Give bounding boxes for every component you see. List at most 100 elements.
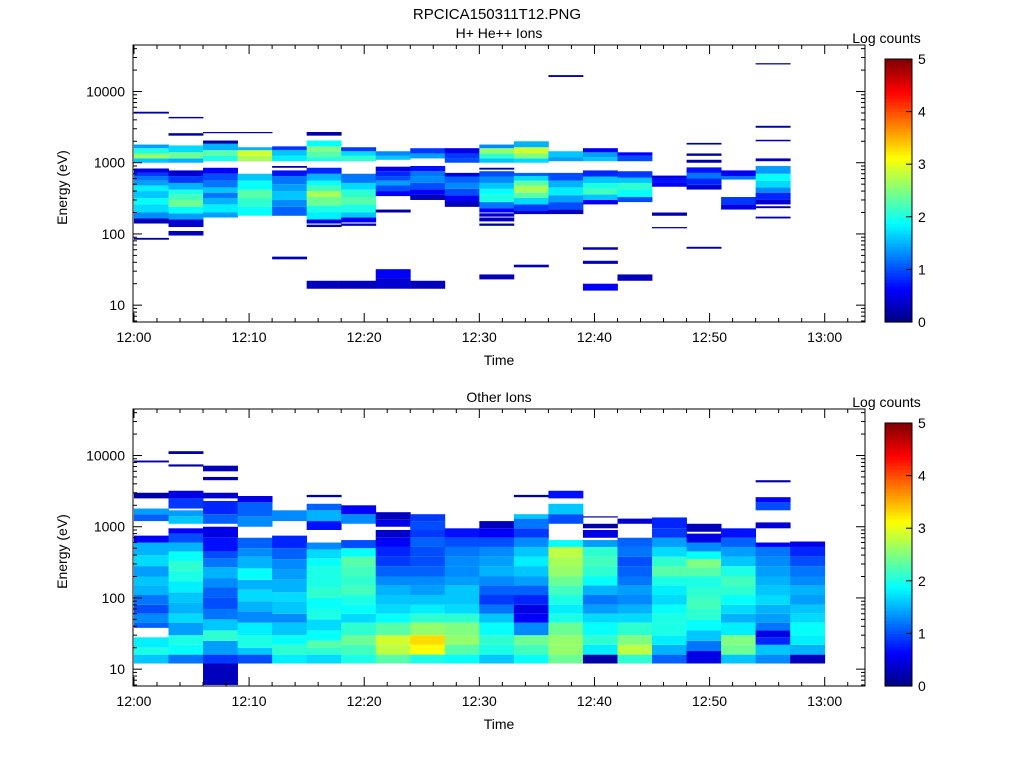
heatmap-cell bbox=[410, 514, 446, 522]
heatmap-cell bbox=[652, 594, 687, 605]
heatmap-cell bbox=[375, 278, 411, 289]
colorbar-swatch bbox=[885, 554, 912, 559]
heatmap-cell bbox=[306, 542, 342, 550]
heatmap-cell bbox=[168, 516, 204, 524]
colorbar-swatch bbox=[885, 580, 912, 585]
heatmap-cell bbox=[306, 205, 342, 213]
heatmap-cell bbox=[444, 556, 480, 567]
heatmap-cell bbox=[168, 490, 204, 499]
colorbar-swatch bbox=[885, 157, 912, 162]
heatmap-cell bbox=[548, 180, 584, 188]
colorbar-tick-label: 4 bbox=[918, 468, 926, 484]
colorbar-swatch bbox=[885, 439, 912, 444]
colorbar-swatch bbox=[885, 272, 912, 277]
heatmap-cell bbox=[582, 546, 618, 557]
heatmap-cell bbox=[272, 579, 308, 593]
heatmap-cell bbox=[168, 230, 204, 236]
heatmap-cell bbox=[652, 537, 687, 547]
heatmap-cell bbox=[306, 587, 342, 598]
colorbar-tick-label: 2 bbox=[918, 573, 926, 589]
heatmap-cell bbox=[133, 191, 169, 198]
heatmap-cell bbox=[168, 592, 204, 603]
heatmap-cell bbox=[133, 535, 169, 543]
heatmap-cell bbox=[479, 167, 515, 170]
heatmap-cell bbox=[410, 576, 446, 586]
heatmap-cell bbox=[548, 546, 584, 557]
colorbar-swatch bbox=[885, 455, 912, 460]
heatmap-cell bbox=[237, 589, 273, 602]
heatmap-cell bbox=[341, 223, 377, 226]
x-tick-label: 12:40 bbox=[577, 693, 612, 709]
heatmap-cell bbox=[617, 654, 653, 664]
heatmap-cell bbox=[133, 594, 169, 605]
heatmap-cell bbox=[444, 158, 480, 163]
heatmap-cell bbox=[548, 157, 584, 162]
colorbar-swatch bbox=[885, 492, 912, 496]
colorbar-swatch bbox=[885, 587, 912, 592]
heatmap-cell bbox=[375, 622, 411, 636]
heatmap-cell bbox=[444, 644, 480, 655]
heatmap-cell bbox=[617, 556, 653, 567]
heatmap-cell bbox=[479, 521, 515, 529]
heatmap-cell bbox=[582, 635, 618, 645]
heatmap-cell bbox=[133, 111, 169, 114]
heatmap-cell bbox=[410, 604, 446, 614]
colorbar-swatch bbox=[885, 262, 912, 267]
colorbar-swatch bbox=[885, 256, 912, 261]
heatmap-cell bbox=[168, 158, 204, 163]
heatmap-cell bbox=[306, 521, 342, 530]
heatmap-cell bbox=[755, 192, 791, 200]
colorbar-swatch bbox=[885, 423, 912, 427]
x-tick-label: 12:50 bbox=[692, 329, 727, 345]
heatmap-cell bbox=[721, 622, 757, 636]
colorbar-swatch bbox=[885, 318, 912, 323]
heatmap-cell bbox=[168, 644, 204, 655]
heatmap-cell bbox=[582, 556, 618, 567]
heatmap-cell bbox=[168, 152, 204, 159]
colorbar-swatch bbox=[885, 124, 912, 129]
heatmap-cell bbox=[341, 505, 377, 515]
heatmap-cell bbox=[203, 187, 238, 193]
heatmap-cell bbox=[444, 585, 480, 595]
heatmap-cell bbox=[617, 537, 653, 547]
heatmap-cell bbox=[755, 654, 791, 664]
heatmap-cell bbox=[790, 585, 826, 595]
heatmap-cell bbox=[755, 502, 791, 511]
colorbar-swatch bbox=[885, 620, 912, 625]
heatmap-cell bbox=[203, 192, 238, 198]
heatmap-cell bbox=[721, 566, 757, 577]
heatmap-cell bbox=[513, 192, 549, 198]
colorbar-swatch bbox=[885, 65, 912, 70]
heatmap-cell bbox=[548, 566, 584, 577]
heatmap-cell bbox=[617, 594, 653, 605]
heatmap-cell bbox=[375, 604, 411, 614]
heatmap-cell bbox=[410, 176, 446, 183]
heatmap-cell bbox=[444, 622, 480, 636]
colorbar-swatch bbox=[885, 584, 912, 588]
heatmap-cell bbox=[272, 146, 308, 151]
colorbar-swatch bbox=[885, 200, 912, 205]
colorbar-swatch bbox=[885, 659, 912, 664]
heatmap-cell bbox=[686, 533, 722, 543]
heatmap-cell bbox=[790, 576, 826, 586]
heatmap-cell bbox=[582, 283, 618, 291]
heatmap-cells bbox=[133, 63, 791, 291]
heatmap-cell bbox=[133, 176, 169, 181]
colorbar-swatch bbox=[885, 118, 912, 123]
heatmap-cell bbox=[306, 132, 342, 136]
heatmap-cell bbox=[168, 170, 204, 177]
heatmap-cell bbox=[755, 566, 791, 577]
heatmap-cell bbox=[237, 568, 273, 580]
heatmap-cell bbox=[582, 585, 618, 595]
heatmap-cell bbox=[306, 566, 342, 577]
colorbar-swatch bbox=[885, 482, 912, 487]
colorbar-frame bbox=[884, 58, 913, 323]
heatmap-cell bbox=[375, 644, 411, 655]
colorbar-swatch bbox=[885, 649, 912, 654]
heatmap-cell bbox=[306, 630, 342, 641]
colorbar-swatch bbox=[885, 177, 912, 182]
colorbar-swatch bbox=[885, 478, 912, 483]
colorbar-swatch bbox=[885, 298, 912, 303]
heatmap-cell bbox=[513, 211, 549, 215]
